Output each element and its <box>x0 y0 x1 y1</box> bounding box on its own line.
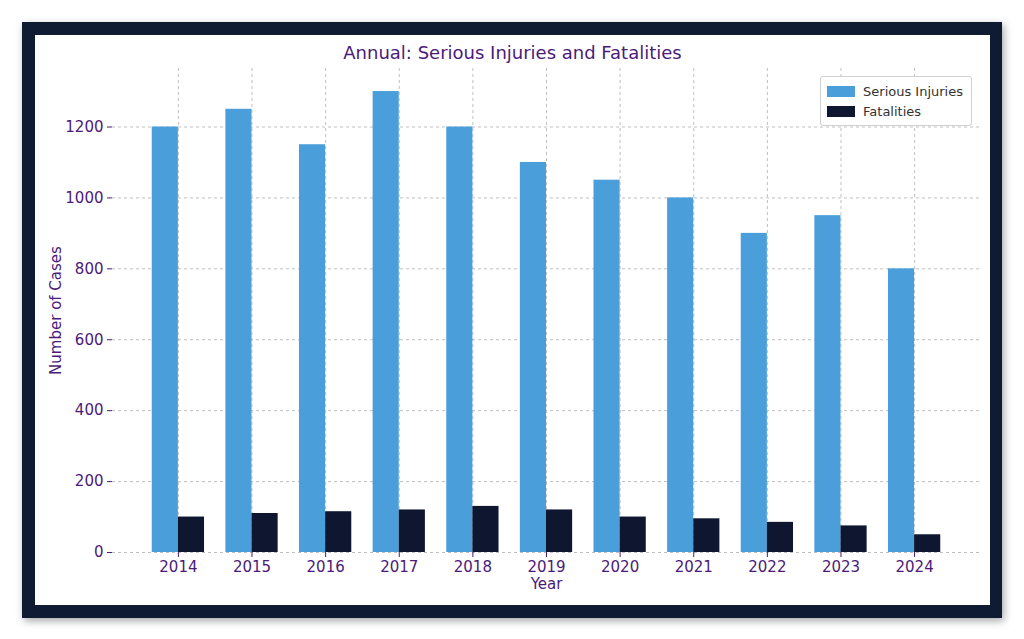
svg-text:2015: 2015 <box>233 558 271 576</box>
svg-text:2016: 2016 <box>307 558 345 576</box>
svg-text:2014: 2014 <box>159 558 197 576</box>
svg-text:2019: 2019 <box>527 558 565 576</box>
svg-text:2017: 2017 <box>380 558 418 576</box>
svg-text:2020: 2020 <box>601 558 639 576</box>
svg-text:1200: 1200 <box>65 118 103 136</box>
html-text:Fatalities: Fatalities <box>863 103 922 119</box>
svg-text:2024: 2024 <box>896 558 934 576</box>
svg-text:0: 0 <box>94 543 104 561</box>
svg-text:2018: 2018 <box>454 558 492 576</box>
svg-text:400: 400 <box>75 401 104 419</box>
svg-text:200: 200 <box>75 472 104 490</box>
svg-text:800: 800 <box>75 260 104 278</box>
html-text:Annual: Serious Injuries and F: Annual: Serious Injuries and Fatalities <box>343 42 682 63</box>
svg-text:Number of Cases: Number of Cases <box>47 246 65 375</box>
svg-text:2021: 2021 <box>675 558 713 576</box>
svg-text:2022: 2022 <box>748 558 786 576</box>
svg-text:1000: 1000 <box>65 189 103 207</box>
svg-text:Year: Year <box>530 575 564 593</box>
html-text:Serious Injuries: Serious Injuries <box>863 83 963 99</box>
svg-text:600: 600 <box>75 331 104 349</box>
svg-text:2023: 2023 <box>822 558 860 576</box>
